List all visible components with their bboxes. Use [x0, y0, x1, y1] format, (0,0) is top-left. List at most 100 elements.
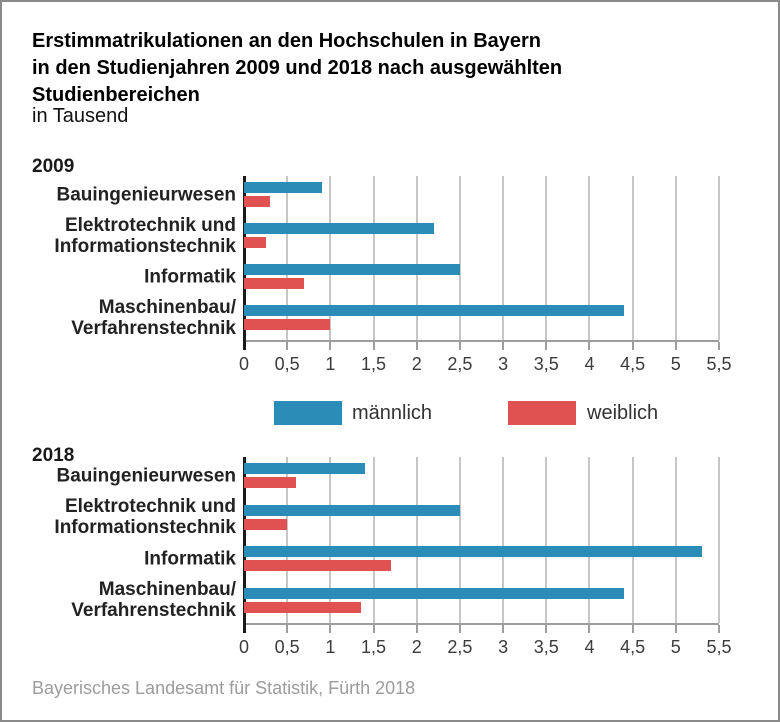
x-axis-tick-label: 3	[498, 637, 509, 657]
category-label-line: Elektrotechnik und	[64, 496, 236, 517]
x-axis-tick-label: 4	[584, 637, 595, 657]
axis-tick-mark	[718, 342, 720, 350]
bar-männlich	[244, 223, 434, 234]
legend-maennlich-swatch	[274, 401, 342, 425]
bar-männlich	[244, 546, 702, 557]
category-label-line: Verfahrenstechnik	[71, 317, 236, 339]
x-axis-tick-label: 1,5	[361, 637, 387, 657]
axis-tick-mark	[286, 342, 289, 350]
axis-tick-mark	[415, 342, 418, 350]
category-label-line: Informatik	[144, 266, 236, 287]
x-axis-tick-label: 4,5	[620, 637, 646, 657]
x-axis-tick-label: 5,5	[706, 637, 732, 657]
category-label: Informatik	[20, 266, 236, 287]
axis-tick-mark	[329, 342, 332, 350]
gridline	[415, 457, 418, 623]
category-label: Elektrotechnik und Informationstechnik	[20, 215, 236, 257]
category-label: Maschinenbau/Verfahrenstechnik	[20, 297, 236, 339]
legend-maennlich-label: männlich	[352, 402, 433, 424]
x-axis-tick-label: 5	[670, 637, 681, 657]
gridline	[718, 457, 720, 623]
category-label: Elektrotechnik und Informationstechnik	[20, 496, 236, 538]
x-axis-tick-label: 4	[584, 354, 595, 374]
x-axis-tick-label: 2	[411, 637, 422, 657]
axis-tick-mark	[545, 342, 548, 350]
bar-männlich	[244, 463, 365, 474]
x-axis-tick-label: 2,5	[447, 637, 473, 657]
bar-männlich	[244, 504, 460, 516]
axis-tick-mark	[718, 625, 720, 633]
bar-männlich	[244, 305, 624, 316]
x-axis-tick-label: 2,5	[447, 354, 473, 374]
bar-weiblich	[244, 278, 305, 289]
gridline	[458, 176, 461, 340]
legend-weiblich-swatch	[508, 401, 576, 425]
axis-tick-mark	[458, 625, 461, 633]
x-axis-tick-label: 2	[411, 354, 422, 374]
category-label: Bauingenieurwesen	[20, 184, 237, 205]
bar-weiblich	[244, 518, 288, 530]
x-axis-tick-label: 5	[670, 354, 681, 374]
legend: männlich weiblich	[2, 401, 778, 427]
gridline	[631, 176, 634, 340]
bar-weiblich	[244, 196, 270, 207]
gridline	[631, 457, 634, 623]
year-label-2009: 2009	[32, 156, 75, 177]
category-label-line: Informatik	[144, 548, 236, 569]
gridline	[718, 176, 720, 340]
axis-tick-mark	[674, 342, 677, 350]
y-axis-line	[243, 457, 246, 633]
axis-tick-mark	[631, 625, 634, 633]
x-axis-tick-label: 0	[238, 637, 250, 657]
bar-weiblich	[244, 560, 391, 571]
x-axis-tick-label: 3	[498, 354, 509, 374]
title-line-3: Studienbereichen	[32, 84, 200, 106]
x-axis-tick-label: 3,5	[533, 354, 559, 374]
gridline	[588, 457, 591, 623]
category-label-line: Elektrotechnik und	[64, 214, 236, 236]
bar-männlich	[244, 587, 624, 599]
x-axis-tick-label: 1	[325, 637, 336, 657]
category-label-line: Maschinenbau/	[98, 579, 236, 600]
y-axis-line	[243, 176, 246, 350]
x-axis-tick-label: 3,5	[533, 637, 559, 657]
axis-tick-mark	[674, 625, 677, 633]
page-title: Erstimmatrikulationen an den Hochschulen…	[32, 28, 562, 109]
gridline	[545, 457, 548, 623]
axis-tick-mark	[502, 625, 505, 633]
legend-weiblich-label: weiblich	[587, 402, 659, 424]
category-label-line: Verfahrenstechnik	[71, 600, 236, 621]
category-label: Bauingenieurwesen	[20, 465, 237, 486]
category-label-line: Bauingenieurwesen	[56, 465, 237, 486]
x-axis-tick-label: 4,5	[620, 354, 646, 374]
bar-weiblich	[244, 477, 296, 488]
category-label-line: Informationstechnik	[54, 517, 236, 538]
x-axis-tick-label: 1,5	[361, 354, 387, 374]
gridline	[545, 176, 548, 340]
category-label: Maschinenbau/Verfahrenstechnik	[20, 579, 236, 621]
category-label-line: Bauingenieurwesen	[56, 184, 237, 205]
gridline	[674, 176, 677, 340]
axis-tick-mark	[502, 342, 505, 350]
title-line-2: in den Studienjahren 2009 und 2018 nach …	[32, 57, 563, 79]
x-axis-tick-label: 1	[325, 354, 336, 374]
gridline	[372, 176, 375, 340]
year-label-2018: 2018	[32, 445, 75, 466]
gridline	[588, 176, 591, 340]
x-axis-tick-label: 5,5	[706, 354, 732, 374]
axis-tick-mark	[588, 342, 591, 350]
x-axis-tick-label: 0,5	[274, 637, 300, 657]
category-label-line: Informationstechnik	[54, 235, 236, 257]
axis-tick-mark	[286, 625, 289, 633]
axis-tick-mark	[415, 625, 418, 633]
source-credit: Bayerisches Landesamt für Statistik, Für…	[32, 678, 416, 698]
category-label: Informatik	[20, 548, 236, 569]
x-axis-tick-label: 0,5	[274, 354, 300, 374]
axis-tick-mark	[588, 625, 591, 633]
axis-tick-mark	[631, 342, 634, 350]
bar-männlich	[244, 182, 322, 193]
gridline	[286, 176, 289, 340]
gridline	[372, 457, 375, 623]
axis-tick-mark	[545, 625, 548, 633]
